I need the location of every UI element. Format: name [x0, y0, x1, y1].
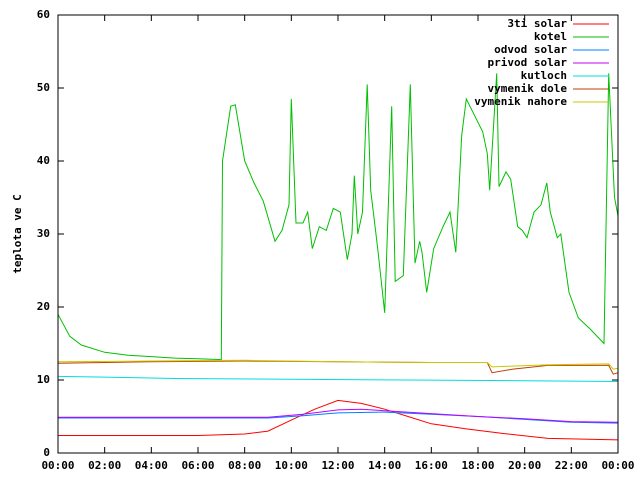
x-tick-label: 06:00 — [181, 459, 214, 472]
legend-label: odvod solar — [494, 43, 567, 56]
x-tick-label: 00:00 — [41, 459, 74, 472]
x-tick-label: 08:00 — [228, 459, 261, 472]
x-tick-label: 14:00 — [368, 459, 401, 472]
y-tick-label: 50 — [37, 81, 50, 94]
y-axis-label: teplota ve C — [11, 194, 24, 273]
x-tick-label: 04:00 — [135, 459, 168, 472]
series-line — [58, 411, 619, 424]
x-tick-label: 18:00 — [461, 459, 494, 472]
legend-label: 3ti solar — [507, 17, 567, 30]
legend-label: kotel — [534, 30, 567, 43]
x-tick-label: 02:00 — [88, 459, 121, 472]
legend-label: kutloch — [521, 69, 567, 82]
legend-label: privod solar — [488, 56, 568, 69]
series-line — [57, 359, 619, 370]
y-tick-label: 40 — [37, 154, 50, 167]
x-tick-label: 00:00 — [601, 459, 634, 472]
y-tick-label: 30 — [37, 227, 50, 240]
x-tick-label: 22:00 — [555, 459, 588, 472]
y-tick-label: 60 — [37, 8, 50, 21]
x-tick-label: 10:00 — [275, 459, 308, 472]
series-line — [58, 408, 619, 423]
y-tick-label: 10 — [37, 373, 50, 386]
legend-label: vymenik dole — [488, 82, 568, 95]
series-line — [57, 360, 619, 375]
legend-label: vymenik nahore — [474, 95, 567, 108]
y-tick-label: 0 — [43, 446, 50, 459]
x-tick-label: 16:00 — [415, 459, 448, 472]
series-line — [58, 399, 619, 441]
plot-border — [57, 14, 619, 454]
x-tick-label: 20:00 — [508, 459, 541, 472]
y-tick-label: 20 — [37, 300, 50, 313]
series-line — [57, 73, 619, 361]
x-tick-label: 12:00 — [321, 459, 354, 472]
series-line — [57, 375, 619, 382]
